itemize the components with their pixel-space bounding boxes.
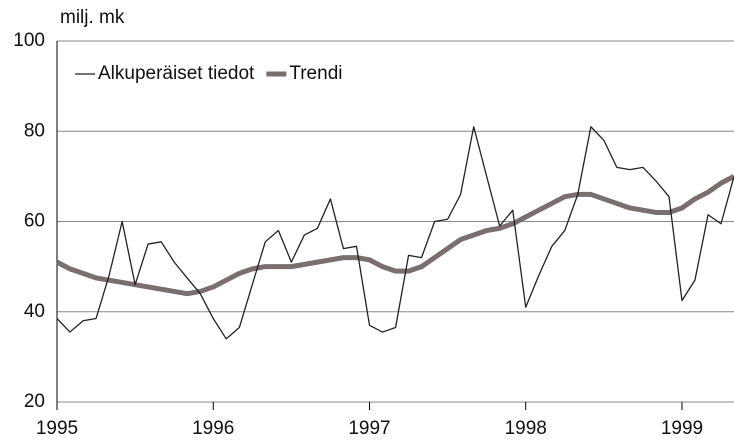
legend-label: Alkuperäiset tiedot [98,63,255,84]
y-tick-label: 20 [24,391,45,412]
x-tick-label: 1998 [505,418,547,439]
x-tick-label: 1995 [36,418,78,439]
legend-label: Trendi [289,63,342,84]
y-tick-label: 100 [13,30,45,51]
data-line [55,174,734,297]
x-tick-label: 1996 [192,418,234,439]
x-tick-label: 1997 [348,418,390,439]
y-tick-label: 60 [24,211,45,232]
y-axis-label: milj. mk [60,7,125,28]
y-tick-label: 80 [24,120,45,141]
y-tick-label: 40 [24,301,45,322]
data-line [56,126,734,340]
x-tick-label: 1999 [661,418,703,439]
